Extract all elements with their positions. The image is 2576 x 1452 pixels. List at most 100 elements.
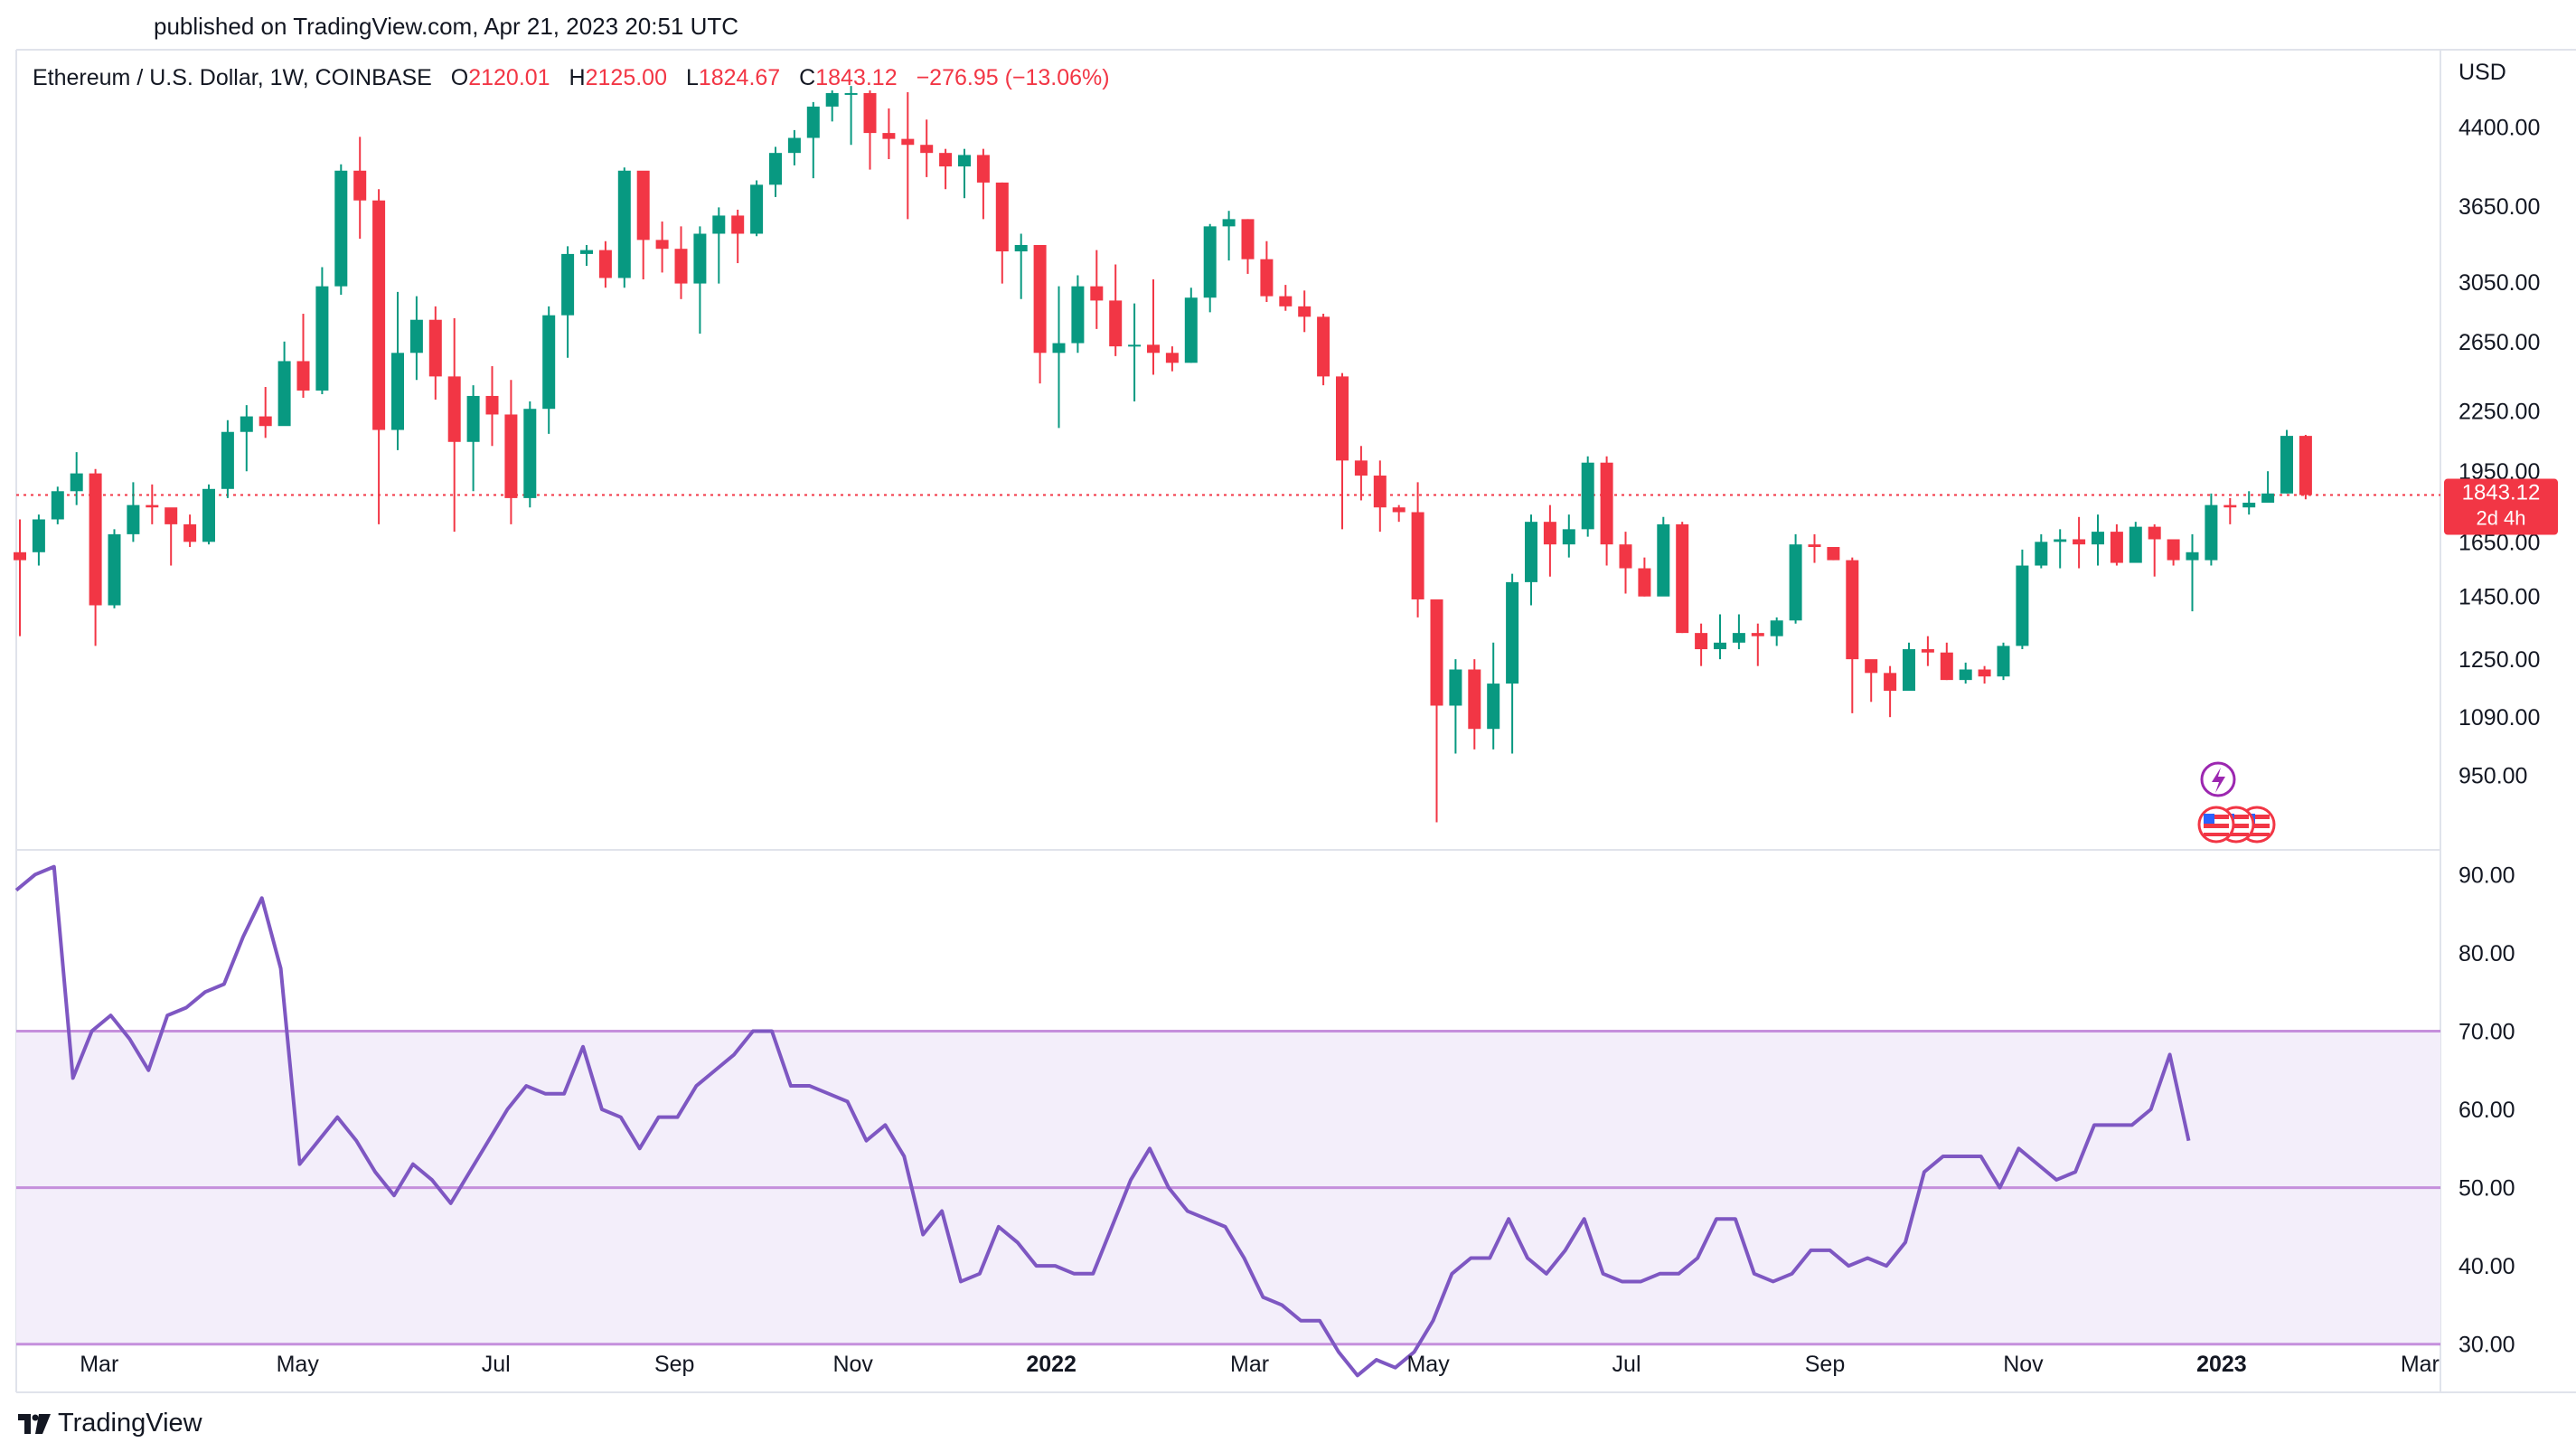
published-caption: published on TradingView.com, Apr 21, 20…: [154, 13, 739, 40]
candle: [1978, 665, 1991, 684]
candle-body: [674, 249, 688, 284]
candle-body: [1638, 568, 1651, 597]
candle: [617, 167, 631, 288]
candle: [1052, 286, 1066, 429]
candle-body: [1959, 669, 1972, 681]
candle: [315, 267, 329, 394]
candle-body: [1392, 507, 1406, 513]
price-tick-label: 950.00: [2458, 763, 2527, 788]
candle-body: [391, 353, 404, 430]
candle: [2129, 522, 2142, 563]
time-tick-label: Nov: [832, 1352, 873, 1377]
candle: [693, 226, 707, 335]
time-tick-label: 2023: [2196, 1352, 2247, 1377]
candle: [1940, 642, 1953, 681]
candle: [1298, 290, 1312, 333]
candle: [1392, 504, 1406, 523]
candle-body: [1695, 633, 1708, 650]
candle: [1373, 460, 1387, 533]
candle-body: [1128, 344, 1142, 347]
time-tick-label: Jul: [482, 1352, 511, 1377]
price-tick-label: 3650.00: [2458, 194, 2540, 220]
candle-body: [1411, 512, 1424, 599]
candle-body: [598, 250, 612, 278]
candle: [1165, 346, 1179, 372]
candle-body: [202, 488, 215, 542]
candle: [447, 318, 461, 533]
candle-body: [504, 414, 518, 498]
candle: [1714, 614, 1726, 660]
rsi-tick-label: 80.00: [2458, 941, 2515, 966]
open-label: O: [451, 65, 468, 90]
time-tick-label: May: [1406, 1352, 1450, 1377]
candle: [1014, 233, 1028, 299]
candle-body: [1657, 523, 1670, 597]
time-tick-label: Mar: [1230, 1352, 1269, 1377]
candle: [1638, 557, 1651, 597]
candle-body: [2205, 504, 2218, 561]
candle-body: [1487, 684, 1500, 730]
candle-body: [1052, 343, 1066, 354]
candle-body: [1978, 669, 1991, 677]
candle: [1317, 314, 1330, 386]
candle-body: [920, 145, 934, 154]
candle: [580, 244, 593, 266]
candle: [1128, 303, 1142, 402]
candle-body: [939, 153, 953, 167]
candle: [2016, 549, 2029, 650]
candle-body: [958, 155, 971, 167]
candle-body: [2129, 526, 2142, 563]
candle: [1184, 288, 1198, 363]
candle-body: [2280, 436, 2293, 494]
low-label: L: [686, 65, 699, 90]
time-tick-label: Mar: [80, 1352, 118, 1377]
candle: [2186, 533, 2199, 612]
candle: [183, 514, 197, 548]
high-label: H: [569, 65, 586, 90]
tradingview-brand[interactable]: TradingView: [18, 1409, 202, 1438]
candle-body: [2242, 503, 2256, 508]
candle: [598, 240, 612, 288]
candle-body: [617, 170, 631, 278]
candle-body: [240, 416, 253, 432]
candle: [14, 519, 26, 636]
candle-body: [1033, 244, 1047, 354]
event-markers[interactable]: [2197, 761, 2276, 844]
us-flag-icon[interactable]: [2197, 806, 2235, 844]
candle-body: [108, 533, 121, 606]
candle: [1959, 662, 1972, 684]
candle: [1203, 223, 1217, 313]
candle: [165, 507, 178, 566]
candle-body: [1525, 522, 1537, 582]
candle: [920, 119, 934, 177]
candle: [1600, 456, 1613, 566]
candle: [1884, 665, 1897, 718]
candle-body: [1430, 599, 1443, 706]
brand-name: TradingView: [58, 1409, 202, 1438]
candle: [1411, 482, 1424, 618]
candle: [466, 385, 480, 492]
candle-body: [976, 155, 990, 183]
candle-body: [1770, 620, 1783, 636]
candle: [1789, 533, 1802, 624]
candle-body: [1090, 286, 1104, 301]
close-label: C: [799, 65, 815, 90]
candle-body: [1354, 460, 1368, 476]
candle-body: [296, 361, 310, 391]
candle: [1732, 614, 1745, 650]
candle: [1260, 240, 1274, 303]
candle: [1109, 264, 1123, 356]
time-tick-label: Nov: [2003, 1352, 2044, 1377]
rsi-tick-label: 30.00: [2458, 1333, 2515, 1358]
candle-body: [787, 137, 801, 154]
candle-body: [561, 253, 575, 316]
candle-body: [334, 170, 348, 287]
candle-body: [1827, 547, 1840, 561]
candle-body: [89, 473, 102, 606]
currency-label[interactable]: USD: [2458, 60, 2506, 85]
candle-body: [580, 250, 593, 254]
candle-body: [1014, 244, 1028, 252]
candle-body: [127, 504, 140, 534]
candle: [1676, 522, 1689, 634]
